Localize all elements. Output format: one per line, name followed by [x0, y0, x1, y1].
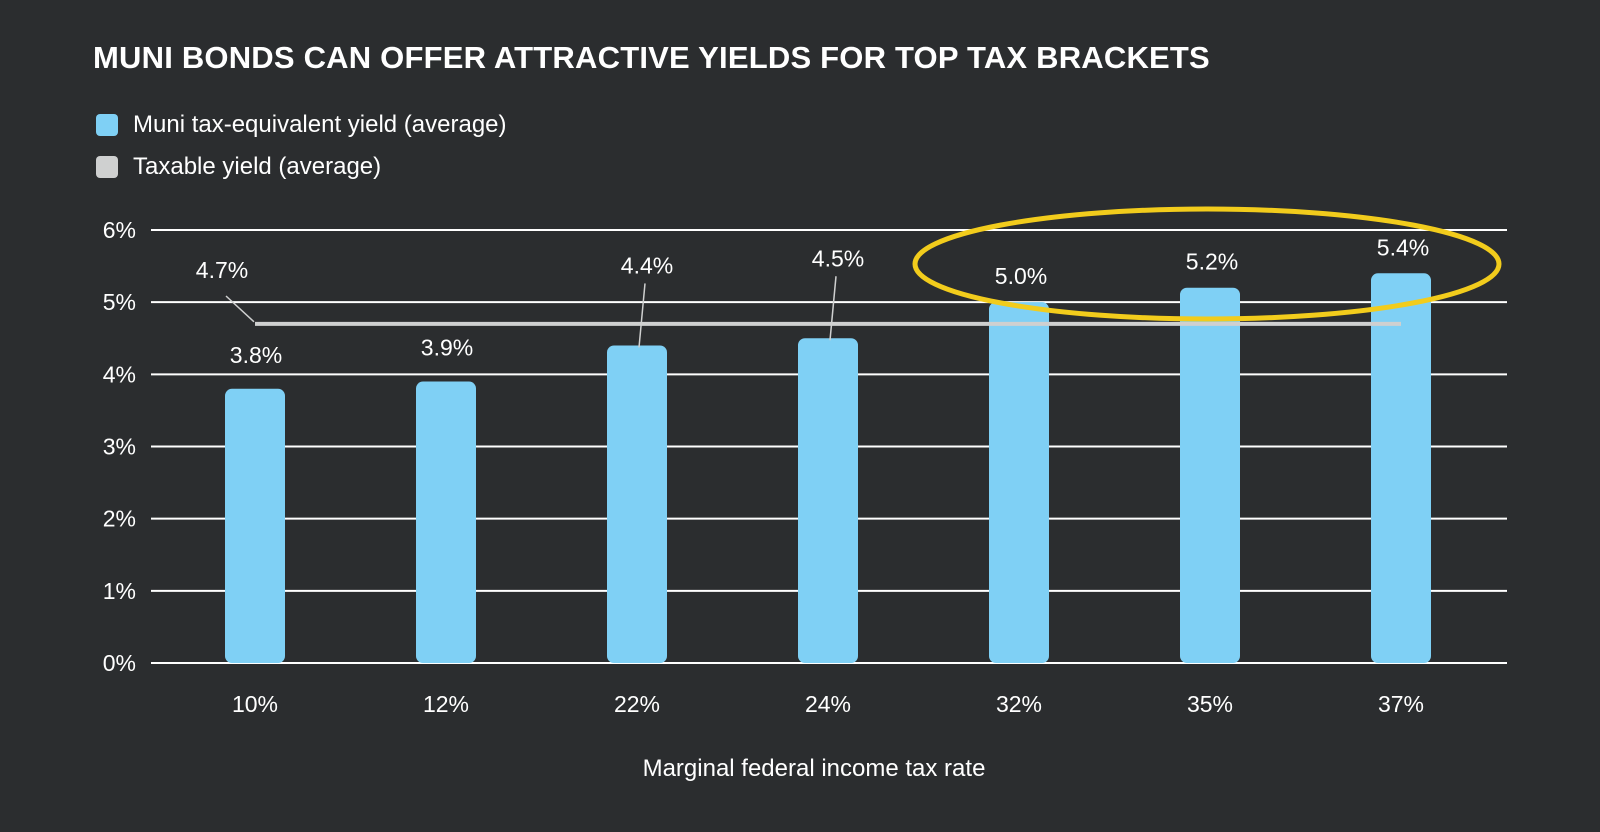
y-tick-label: 5% [103, 289, 136, 315]
bar [416, 381, 476, 663]
x-tick-label: 32% [996, 691, 1042, 717]
y-tick-label: 1% [103, 578, 136, 604]
highlight-ellipse [912, 206, 1502, 322]
x-axis-label: Marginal federal income tax rate [643, 755, 986, 782]
legend-swatch-taxable [96, 156, 118, 178]
bar [798, 338, 858, 663]
legend-label-taxable: Taxable yield (average) [133, 153, 382, 180]
y-tick-label: 3% [103, 434, 136, 460]
legend-item-taxable: Taxable yield (average) [96, 146, 507, 188]
y-tick-label: 6% [103, 217, 136, 243]
legend: Muni tax-equivalent yield (average) Taxa… [96, 104, 507, 188]
data-label: 4.4% [621, 252, 673, 278]
bar [225, 388, 285, 663]
data-label: 5.4% [1377, 234, 1429, 260]
data-label: 5.0% [995, 263, 1047, 289]
x-tick-label: 35% [1187, 691, 1233, 717]
bar [607, 345, 667, 663]
x-tick-label: 37% [1378, 691, 1424, 717]
chart-title: MUNI BONDS CAN OFFER ATTRACTIVE YIELDS F… [93, 40, 1210, 75]
x-tick-label: 22% [614, 691, 660, 717]
data-label: 3.9% [421, 335, 473, 361]
data-label: 5.2% [1186, 249, 1238, 275]
bar [1180, 287, 1240, 663]
bar [1371, 273, 1431, 663]
y-tick-label: 0% [103, 650, 136, 676]
data-label: 4.7% [196, 257, 248, 283]
bar [989, 302, 1049, 663]
data-label: 3.8% [230, 342, 282, 368]
y-tick-label: 4% [103, 361, 136, 387]
data-label: 4.5% [812, 245, 864, 271]
leader-line [829, 276, 837, 341]
legend-swatch-muni [96, 114, 118, 136]
y-tick-label: 2% [103, 506, 136, 532]
x-tick-label: 10% [232, 691, 278, 717]
x-tick-label: 12% [423, 691, 469, 717]
x-tick-label: 24% [805, 691, 851, 717]
leader-line [225, 295, 255, 323]
legend-label-muni: Muni tax-equivalent yield (average) [133, 111, 507, 138]
leader-line [638, 283, 646, 348]
legend-item-muni: Muni tax-equivalent yield (average) [96, 104, 507, 146]
